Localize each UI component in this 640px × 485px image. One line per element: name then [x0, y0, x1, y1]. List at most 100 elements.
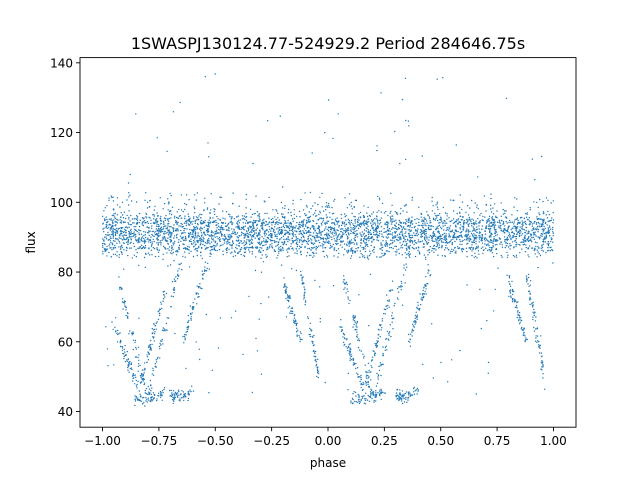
data-point	[178, 263, 180, 265]
data-point	[431, 239, 433, 242]
data-point	[283, 226, 286, 229]
data-point	[423, 229, 425, 232]
data-point	[312, 247, 314, 249]
data-point	[478, 236, 480, 238]
data-point	[367, 383, 369, 386]
data-point	[510, 229, 512, 231]
data-point	[340, 330, 343, 333]
data-point	[158, 312, 161, 315]
data-point	[545, 236, 548, 239]
data-point	[492, 213, 495, 215]
data-point	[313, 355, 315, 358]
data-point	[132, 380, 134, 382]
data-point	[307, 217, 309, 219]
data-point	[469, 247, 471, 249]
data-point	[299, 223, 301, 226]
data-point	[324, 132, 326, 134]
data-point	[120, 248, 122, 250]
data-point	[276, 235, 278, 238]
data-point	[323, 237, 325, 239]
data-point	[170, 252, 172, 254]
data-point	[435, 228, 438, 230]
data-point	[169, 389, 171, 392]
data-point	[378, 223, 381, 225]
data-point	[516, 217, 519, 219]
data-point	[373, 246, 375, 249]
data-point	[232, 202, 234, 205]
data-point	[367, 221, 369, 224]
data-point	[175, 228, 177, 230]
data-point	[330, 232, 332, 234]
data-point	[156, 237, 158, 239]
data-point	[341, 234, 343, 237]
data-point	[243, 242, 245, 244]
data-point	[418, 224, 421, 227]
data-point	[413, 393, 416, 395]
data-point	[524, 231, 527, 234]
data-point	[284, 219, 286, 222]
data-point	[194, 194, 196, 196]
data-point	[227, 229, 229, 231]
data-point	[116, 238, 118, 240]
data-point	[308, 247, 311, 250]
data-point	[506, 239, 509, 241]
data-point	[137, 380, 139, 383]
data-point	[229, 214, 231, 216]
data-point	[507, 228, 509, 230]
data-point	[214, 230, 216, 233]
data-point	[411, 223, 414, 225]
data-point	[177, 230, 179, 232]
data-point	[472, 248, 474, 251]
data-point	[386, 222, 389, 224]
data-point	[283, 277, 285, 279]
data-point	[269, 235, 272, 237]
data-point	[183, 394, 185, 396]
data-point	[542, 231, 544, 233]
data-point	[383, 228, 385, 230]
data-point	[296, 245, 299, 248]
data-point	[517, 226, 519, 228]
data-point	[543, 229, 545, 232]
data-point	[434, 248, 436, 250]
data-point	[353, 363, 356, 366]
data-point	[296, 252, 298, 255]
data-point	[399, 212, 402, 215]
data-point	[454, 221, 456, 224]
data-point	[114, 234, 117, 236]
data-point	[444, 241, 446, 244]
data-point	[401, 402, 404, 405]
data-point	[536, 201, 538, 204]
data-point	[159, 342, 161, 345]
data-point	[305, 240, 308, 243]
data-point	[286, 232, 288, 234]
data-point	[213, 211, 215, 213]
data-point	[284, 205, 286, 207]
data-point	[244, 236, 246, 238]
data-point	[316, 240, 318, 242]
data-point	[288, 225, 290, 227]
data-point	[268, 247, 271, 249]
data-point	[272, 217, 274, 220]
data-point	[506, 230, 508, 232]
data-point	[204, 241, 207, 244]
data-point	[147, 359, 150, 361]
data-point	[288, 247, 290, 249]
data-point	[286, 256, 288, 258]
data-point	[128, 196, 130, 198]
data-point	[153, 218, 155, 220]
data-point	[194, 298, 196, 300]
data-point	[418, 251, 420, 253]
data-point	[525, 246, 527, 249]
data-point	[145, 400, 147, 402]
data-point	[185, 367, 187, 370]
data-point	[550, 240, 552, 243]
data-point	[467, 231, 470, 233]
data-point	[381, 391, 384, 393]
data-point	[280, 248, 282, 250]
data-point	[417, 390, 419, 392]
data-point	[204, 197, 206, 199]
data-point	[335, 231, 337, 233]
data-point	[290, 214, 293, 217]
data-point	[405, 243, 408, 245]
data-point	[143, 237, 145, 240]
